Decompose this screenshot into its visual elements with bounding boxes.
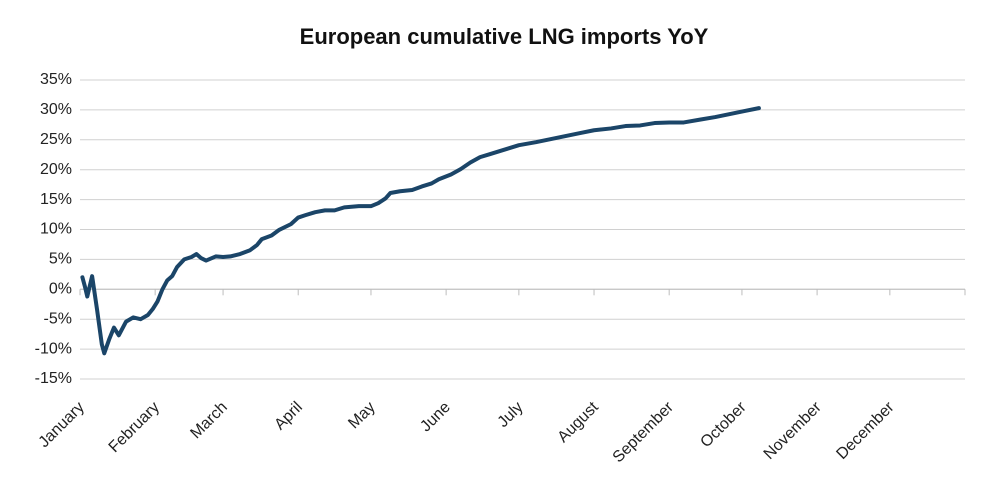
x-tick-label: September (610, 398, 678, 466)
y-tick-label: 0% (49, 281, 72, 298)
y-tick-label: -15% (35, 370, 72, 387)
x-tick-label: June (417, 399, 454, 436)
y-tick-label: 25% (40, 131, 72, 148)
y-tick-label: 15% (40, 191, 72, 208)
y-tick-label: -10% (35, 340, 72, 357)
y-tick-label: 35% (40, 71, 72, 88)
data-line (80, 106, 761, 356)
x-tick-label: August (555, 398, 603, 446)
x-tick-label: January (36, 399, 88, 451)
y-tick-label: -5% (44, 310, 72, 327)
x-tick-label: February (106, 399, 163, 456)
x-tick-label: July (495, 399, 527, 431)
x-tick-label: April (271, 399, 306, 434)
y-tick-label: 5% (49, 251, 72, 268)
y-tick-label: 20% (40, 161, 72, 178)
x-tick-label: May (345, 399, 378, 432)
x-tick-label: November (761, 398, 826, 463)
x-tick-label: October (697, 398, 750, 451)
y-tick-label: 30% (40, 101, 72, 118)
chart-title: European cumulative LNG imports YoY (300, 24, 709, 49)
y-tick-label: 10% (40, 221, 72, 238)
x-tick-label: December (833, 398, 898, 463)
x-tick-label: March (187, 399, 230, 442)
